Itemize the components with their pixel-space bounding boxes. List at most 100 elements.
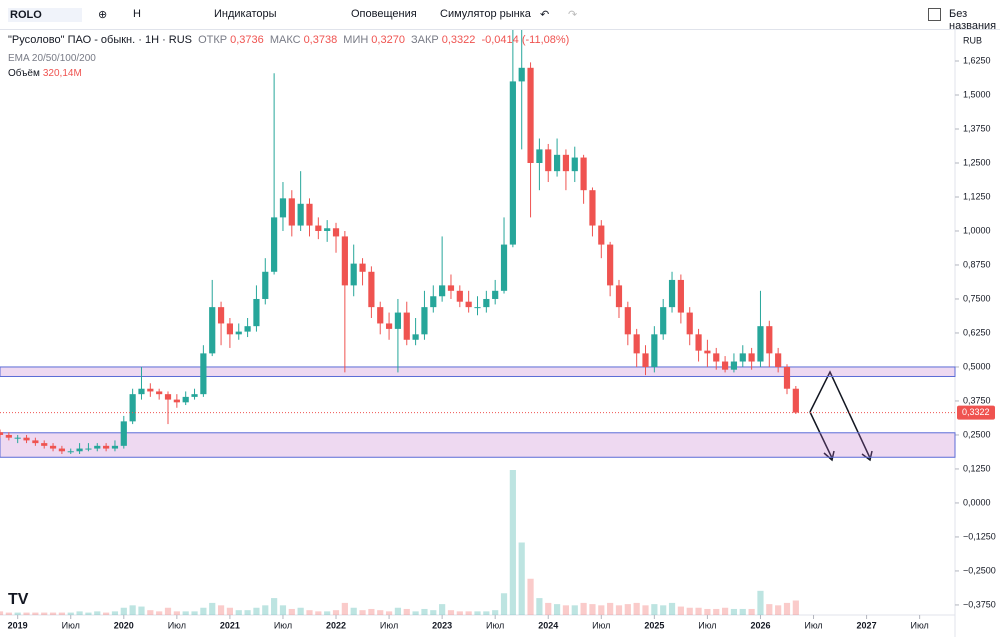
volume-bar: [32, 612, 39, 615]
interval-button[interactable]: H: [133, 8, 141, 20]
volume-bar: [730, 608, 738, 615]
last-price-box: [957, 405, 995, 420]
volume-bar: [138, 606, 145, 615]
layout-checkbox[interactable]: [928, 8, 941, 21]
y-tick-label: 0,5000: [963, 361, 991, 371]
candle-body: [553, 154, 561, 172]
candle-body: [403, 312, 410, 340]
volume-bar: [217, 605, 225, 615]
y-tick-label: 0,7500: [963, 293, 991, 303]
candle-body: [209, 307, 216, 354]
candle-body: [156, 391, 163, 395]
candle-body: [607, 244, 614, 286]
indicators-button[interactable]: Индикаторы: [214, 8, 277, 20]
candle-body: [430, 296, 437, 308]
volume-bar: [41, 612, 48, 615]
volume-bar: [315, 611, 322, 615]
volume-bar: [200, 607, 207, 615]
volume-bar: [58, 612, 65, 615]
volume-bar: [262, 605, 269, 615]
volume-bar: [279, 605, 287, 615]
volume-bar: [474, 611, 481, 615]
alerts-button[interactable]: Оповещения: [351, 8, 417, 20]
candle-body: [775, 353, 782, 367]
y-tick-label: −0,1250: [963, 531, 996, 541]
volume-bar: [553, 604, 561, 615]
volume-bar: [23, 612, 30, 615]
volume-bar: [341, 602, 348, 615]
candle-body: [359, 263, 366, 272]
candle-body: [792, 388, 799, 413]
candle-body: [0, 432, 4, 435]
volume-bar: [147, 610, 154, 615]
volume-bar: [288, 608, 295, 615]
candle-body: [474, 307, 481, 309]
volume-bar: [394, 607, 402, 615]
volume-bar: [120, 607, 127, 615]
candle-body: [624, 307, 631, 335]
candle-body: [297, 203, 304, 226]
candle-body: [571, 157, 578, 172]
candle-body: [368, 271, 375, 308]
candle-body: [589, 190, 596, 226]
candle-body: [191, 394, 198, 397]
undo-button[interactable]: ↶: [540, 9, 550, 21]
x-tick-label: Июл: [592, 620, 610, 630]
volume-bar: [580, 602, 587, 615]
volume-bar: [67, 612, 74, 615]
redo-button[interactable]: ↷: [568, 9, 578, 21]
volume-bar: [359, 610, 366, 615]
volume-bar: [783, 602, 791, 615]
candle-body: [562, 154, 570, 172]
x-tick-label: 2026: [750, 620, 770, 630]
ohlc-label: МАКС: [269, 34, 301, 46]
layout-name[interactable]: Без названия: [949, 8, 997, 32]
candle-body: [704, 350, 711, 354]
legend-main: "Русолово" ПАО - обыкн. · 1H · RUS ОТКР 0…: [8, 34, 572, 46]
candle-body: [447, 285, 455, 291]
candle-body: [306, 203, 313, 226]
candle-body: [500, 244, 508, 291]
candle-body: [536, 149, 543, 163]
volume-bar: [111, 611, 119, 615]
candle-body: [456, 290, 463, 302]
y-tick-label: 1,6250: [963, 55, 991, 65]
volume-bar: [253, 607, 260, 615]
candle-body: [527, 67, 534, 163]
candle-body: [120, 421, 127, 446]
candle-body: [332, 228, 340, 237]
volume-bar: [209, 602, 216, 615]
last-price-label: 0,3322: [962, 407, 990, 417]
candle-body: [615, 285, 623, 308]
ohlc-label: ОТКР: [198, 34, 228, 46]
volume-bar: [545, 602, 552, 615]
candle-body: [138, 388, 145, 395]
candle-body: [421, 307, 428, 335]
ohlc-value: 0,3736: [230, 34, 264, 46]
volume-bar: [633, 602, 640, 615]
compare-button[interactable]: ⊕: [98, 9, 108, 21]
volume-bar: [164, 607, 172, 615]
y-tick-label: −0,2500: [963, 565, 996, 575]
volume-bar: [624, 604, 631, 615]
volume-bar: [695, 607, 702, 615]
volume-bar: [509, 470, 516, 615]
candle-body: [85, 448, 92, 450]
replay-button[interactable]: Симулятор рынка: [440, 8, 531, 20]
symbol-search[interactable]: ROLO: [8, 8, 82, 22]
price-zone: [0, 432, 956, 458]
candle-body: [394, 312, 402, 329]
volume-bar: [182, 611, 189, 615]
drawing-arrows: [809, 370, 873, 462]
x-tick-label: Июл: [380, 620, 398, 630]
volume-bar: [748, 608, 755, 615]
candle-body: [164, 394, 172, 400]
x-tick-label: Июл: [62, 620, 80, 630]
volume-bar: [191, 611, 198, 615]
ohlc-label: ЗАКР: [411, 34, 439, 46]
volume-bar: [412, 611, 419, 615]
candle-body: [14, 437, 21, 439]
volume-bar: [244, 610, 251, 615]
candle-body: [103, 445, 110, 449]
candle-body: [713, 353, 720, 362]
